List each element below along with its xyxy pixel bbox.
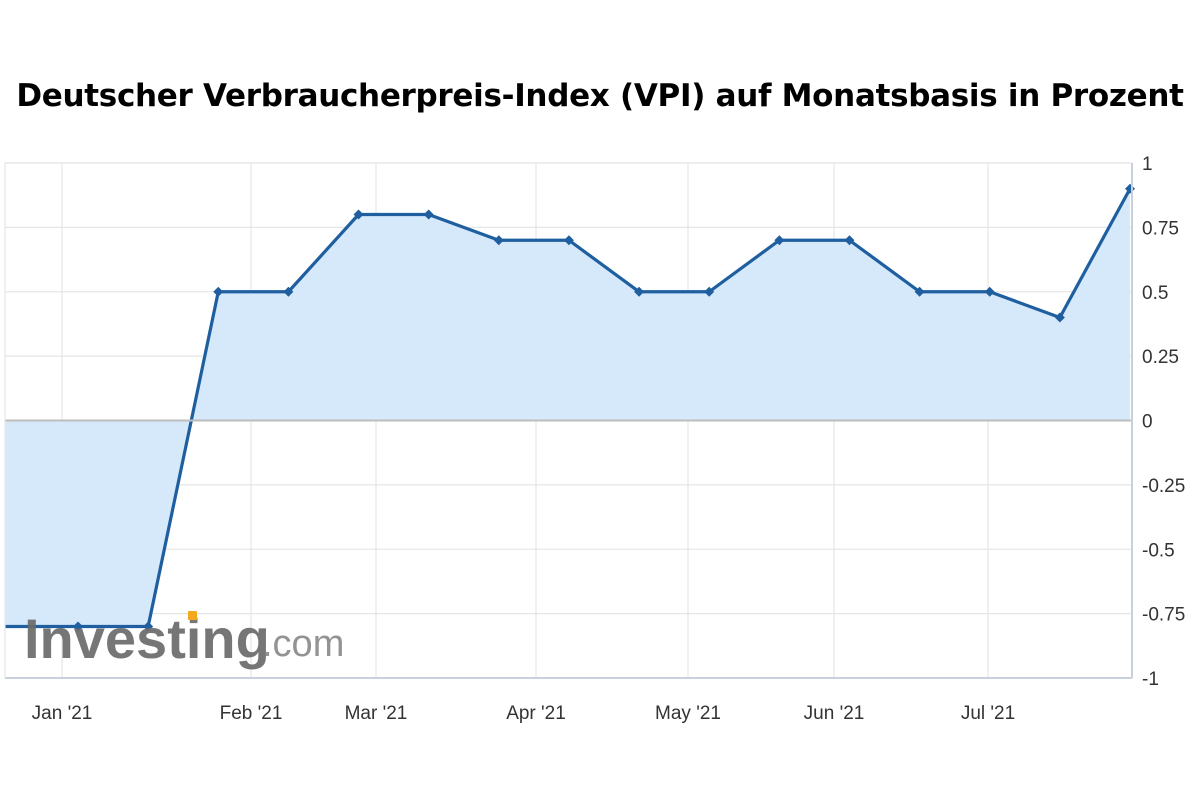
y-tick-label-8: -1 bbox=[1142, 669, 1159, 690]
data-point-8 bbox=[634, 286, 645, 297]
data-point-7 bbox=[563, 235, 574, 246]
data-point-14 bbox=[1054, 312, 1065, 323]
x-tick-label-5: Jun '21 bbox=[804, 703, 865, 724]
data-point-12 bbox=[914, 286, 925, 297]
y-tick-label-0: 1 bbox=[1142, 154, 1153, 175]
x-tick-label-3: Apr '21 bbox=[506, 703, 566, 724]
data-point-2 bbox=[213, 286, 224, 297]
data-point-11 bbox=[844, 235, 855, 246]
data-point-0 bbox=[73, 621, 83, 632]
data-point-3 bbox=[283, 286, 294, 297]
x-tick-label-2: Mar '21 bbox=[345, 703, 408, 724]
y-tick-label-7: -0.75 bbox=[1142, 605, 1185, 626]
y-tick-label-1: 0.75 bbox=[1142, 218, 1179, 239]
label-layer: 1 0.75 0.5 0.25 0 -0.25 -0.5 -0.75 -1 Jan '21 Feb … bbox=[32, 154, 1186, 724]
chart-title: Deutscher Verbraucherpreis-Index (VPI) a… bbox=[16, 78, 1184, 114]
data-point-13 bbox=[984, 286, 995, 297]
data-point-4 bbox=[353, 209, 364, 220]
watermark-accent bbox=[188, 611, 197, 620]
x-tick-label-4: May '21 bbox=[655, 703, 721, 724]
y-tick-label-2: 0.5 bbox=[1142, 283, 1168, 304]
y-tick-label-3: 0.25 bbox=[1142, 347, 1179, 368]
data-point-10 bbox=[774, 235, 785, 246]
y-tick-label-5: -0.25 bbox=[1142, 476, 1185, 497]
y-tick-label-4: 0 bbox=[1142, 412, 1153, 433]
axis-layer bbox=[4, 162, 1133, 679]
y-tick-label-6: -0.5 bbox=[1142, 540, 1175, 561]
data-point-9 bbox=[704, 286, 715, 297]
x-tick-label-6: Jul '21 bbox=[961, 703, 1015, 724]
investing-watermark: Investing .com bbox=[24, 607, 344, 670]
x-tick-label-0: Jan '21 bbox=[32, 703, 93, 724]
data-point-6 bbox=[493, 235, 504, 246]
area-layer bbox=[5, 188, 1130, 627]
x-tick-label-1: Feb '21 bbox=[220, 703, 283, 724]
data-point-5 bbox=[423, 209, 434, 220]
watermark-tld: .com bbox=[262, 623, 344, 665]
area-fill bbox=[5, 188, 1130, 627]
watermark-brand: Investing bbox=[24, 607, 270, 670]
data-point-1 bbox=[143, 621, 154, 632]
